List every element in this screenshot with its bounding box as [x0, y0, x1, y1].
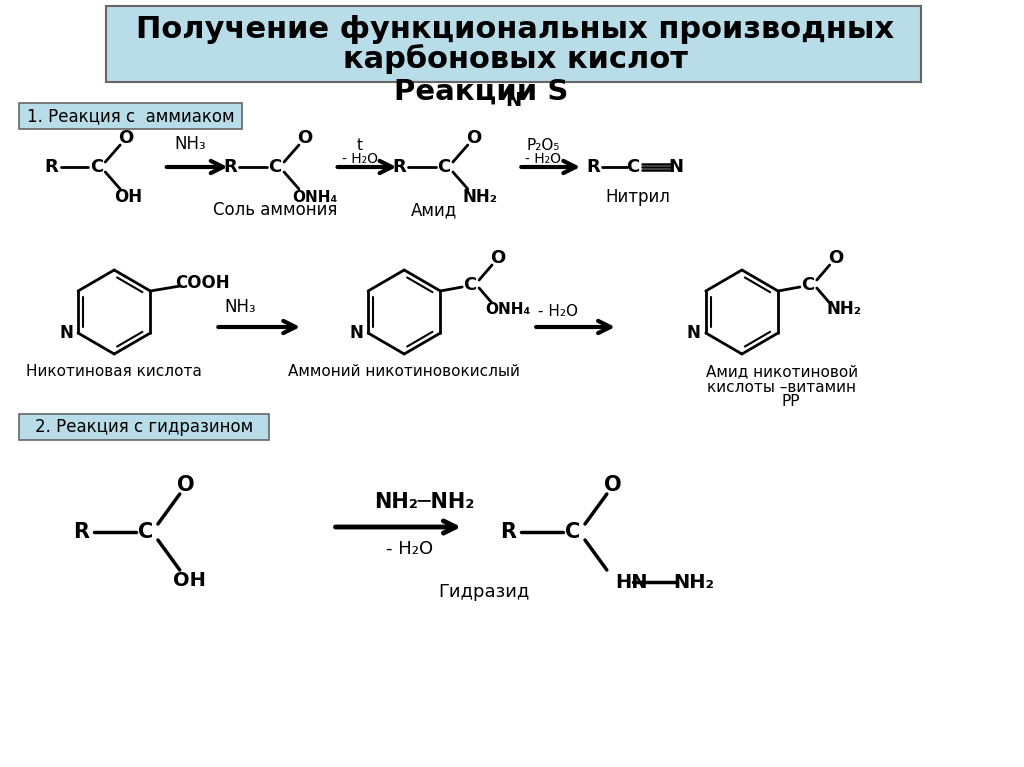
FancyBboxPatch shape — [18, 103, 243, 129]
Text: ONH₄: ONH₄ — [292, 189, 338, 205]
Text: O: O — [466, 129, 481, 147]
Text: Никотиновая кислота: Никотиновая кислота — [27, 364, 202, 380]
Text: Получение функциональных производных: Получение функциональных производных — [136, 15, 895, 44]
Text: Нитрил: Нитрил — [605, 188, 670, 206]
Text: R: R — [45, 158, 58, 176]
Text: O: O — [490, 249, 506, 267]
Text: R: R — [501, 522, 516, 542]
Text: NH₂─NH₂: NH₂─NH₂ — [374, 492, 474, 512]
Text: - H₂O: - H₂O — [539, 304, 579, 320]
Text: N: N — [506, 91, 521, 110]
Text: COOH: COOH — [175, 274, 229, 292]
Text: Амид: Амид — [411, 201, 457, 219]
Text: - H₂O: - H₂O — [342, 152, 378, 166]
FancyBboxPatch shape — [18, 414, 269, 440]
Text: Аммоний никотиновокислый: Аммоний никотиновокислый — [289, 364, 520, 380]
Text: карбоновых кислот: карбоновых кислот — [343, 44, 688, 74]
Text: N: N — [349, 324, 364, 342]
Text: C: C — [801, 276, 814, 294]
Text: C: C — [464, 276, 477, 294]
Text: C: C — [437, 158, 451, 176]
Text: O: O — [119, 129, 134, 147]
Text: t: t — [356, 137, 362, 153]
Text: C: C — [138, 522, 154, 542]
Text: Амид никотиновой: Амид никотиновой — [706, 364, 858, 380]
Text: C: C — [268, 158, 282, 176]
Text: C: C — [565, 522, 581, 542]
Text: NH₂: NH₂ — [674, 572, 715, 591]
Text: 2. Реакция с гидразином: 2. Реакция с гидразином — [35, 418, 253, 436]
Text: C: C — [90, 158, 103, 176]
Text: R: R — [586, 158, 600, 176]
Text: OH: OH — [173, 571, 206, 590]
Text: N: N — [687, 324, 700, 342]
Text: C: C — [626, 158, 639, 176]
Text: O: O — [177, 475, 195, 495]
Text: NH₂: NH₂ — [462, 188, 498, 206]
Text: кислоты –витамин: кислоты –витамин — [708, 380, 856, 394]
Text: - H₂O: - H₂O — [525, 152, 561, 166]
Text: Соль аммония: Соль аммония — [213, 201, 337, 219]
Text: NH₃: NH₃ — [175, 135, 207, 153]
Text: - H₂O: - H₂O — [386, 540, 433, 558]
Text: OH: OH — [114, 188, 142, 206]
Text: O: O — [604, 475, 622, 495]
Text: P₂O₅: P₂O₅ — [526, 137, 560, 153]
Text: NH₃: NH₃ — [224, 298, 256, 316]
Text: РР: РР — [781, 394, 800, 410]
Text: HN: HN — [614, 572, 647, 591]
Text: Реакции S: Реакции S — [394, 78, 568, 106]
FancyBboxPatch shape — [106, 6, 921, 82]
Text: Гидразид: Гидразид — [438, 583, 529, 601]
Text: R: R — [392, 158, 407, 176]
Text: O: O — [297, 129, 312, 147]
Text: NH₂: NH₂ — [826, 300, 861, 318]
Text: R: R — [74, 522, 89, 542]
Text: N: N — [59, 324, 73, 342]
Text: R: R — [223, 158, 238, 176]
Text: N: N — [669, 158, 684, 176]
Text: O: O — [828, 249, 844, 267]
Text: 1. Реакция с  аммиаком: 1. Реакция с аммиаком — [28, 107, 234, 125]
Text: ONH₄: ONH₄ — [485, 301, 530, 317]
